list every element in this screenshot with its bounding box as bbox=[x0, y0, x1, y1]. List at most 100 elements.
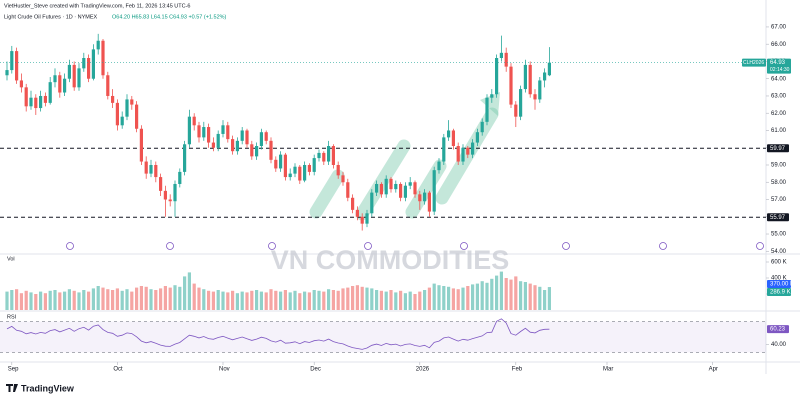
volume-bar bbox=[283, 290, 287, 310]
candle-body bbox=[39, 95, 43, 109]
volume-bar bbox=[355, 285, 359, 310]
y-tick-label: 57.00 bbox=[771, 197, 787, 203]
volume-bar bbox=[96, 286, 100, 310]
event-icon bbox=[756, 242, 764, 250]
volume-bar bbox=[82, 290, 86, 310]
volume-bar bbox=[298, 293, 302, 310]
candle-body bbox=[274, 159, 278, 169]
volume-bar bbox=[413, 294, 417, 310]
volume-bar bbox=[39, 291, 43, 310]
volume-bar bbox=[34, 294, 38, 310]
candle-body bbox=[29, 97, 33, 107]
volume-bar bbox=[67, 289, 71, 310]
volume-bar bbox=[259, 291, 263, 310]
candle-body bbox=[466, 147, 470, 155]
candle-body bbox=[53, 75, 57, 83]
candle-body bbox=[365, 213, 369, 224]
candle-body bbox=[154, 164, 158, 178]
candle-body bbox=[408, 182, 412, 186]
candle-body bbox=[187, 116, 191, 145]
candle-body bbox=[471, 142, 475, 155]
candle-body bbox=[250, 144, 254, 157]
volume-bar bbox=[163, 286, 167, 310]
volume-bar bbox=[183, 276, 187, 310]
volume-bar bbox=[250, 290, 254, 310]
drawing-stroke bbox=[355, 139, 411, 221]
candle-body bbox=[375, 183, 379, 193]
candle-body bbox=[168, 199, 172, 202]
last-price: 64.93 bbox=[770, 60, 786, 66]
volume-bar bbox=[485, 282, 489, 310]
volume-bars bbox=[5, 271, 551, 310]
volume-bar bbox=[403, 293, 407, 310]
candle-body bbox=[173, 183, 177, 202]
y-tick-label: 59.00 bbox=[771, 163, 787, 169]
volume-bar bbox=[130, 291, 134, 310]
candle-body bbox=[82, 58, 86, 69]
volume-bar bbox=[375, 290, 379, 310]
volume-bar bbox=[341, 288, 345, 310]
candle-body bbox=[125, 99, 129, 117]
volume-bar bbox=[528, 283, 532, 310]
candle-body bbox=[504, 52, 508, 67]
candle-body bbox=[341, 175, 345, 183]
candle-body bbox=[423, 192, 427, 202]
volume-bar bbox=[514, 276, 518, 310]
candle-body bbox=[77, 68, 81, 88]
event-icon bbox=[659, 242, 667, 250]
candle-body bbox=[24, 87, 28, 107]
volume-bar bbox=[240, 291, 244, 310]
candle-body bbox=[447, 130, 451, 138]
volume-bar bbox=[149, 289, 153, 310]
y-tick-label: 55.00 bbox=[771, 232, 787, 238]
volume-bar bbox=[144, 286, 148, 310]
candle-body bbox=[307, 164, 311, 172]
candle-body bbox=[269, 140, 273, 160]
volume-bar bbox=[303, 291, 307, 310]
candle-body bbox=[283, 154, 287, 178]
ma-label-box bbox=[767, 280, 791, 288]
volume-bar bbox=[480, 281, 484, 310]
volume-bar bbox=[519, 281, 523, 310]
candle-body bbox=[533, 94, 537, 100]
candle-body bbox=[235, 140, 239, 152]
event-icon bbox=[364, 242, 372, 250]
volume-bar bbox=[216, 290, 220, 310]
volume-bar bbox=[408, 291, 412, 310]
volume-bar bbox=[442, 286, 446, 310]
volume-bar bbox=[139, 286, 143, 310]
volume-bar bbox=[19, 293, 23, 310]
volume-bar bbox=[197, 287, 201, 310]
volume-bar bbox=[418, 291, 422, 310]
candle-body bbox=[528, 64, 532, 95]
candle-body bbox=[245, 130, 249, 145]
candle-body bbox=[231, 139, 235, 152]
ma-label: 370.00 K bbox=[770, 282, 794, 288]
y-tick-label: 63.00 bbox=[771, 94, 787, 100]
volume-bar bbox=[432, 283, 436, 310]
candle-body bbox=[120, 116, 124, 126]
volume-bar bbox=[226, 292, 230, 310]
candle-body bbox=[288, 173, 292, 178]
last-price-box bbox=[767, 58, 791, 74]
volume-bar bbox=[307, 292, 311, 310]
volume-bar bbox=[187, 272, 191, 310]
volume-bar bbox=[125, 289, 129, 310]
candle-body bbox=[255, 146, 259, 157]
candle-body bbox=[279, 154, 283, 169]
candle-body bbox=[101, 40, 105, 76]
volume-bar bbox=[312, 290, 316, 310]
candle-body bbox=[43, 95, 47, 103]
volume-bar bbox=[456, 289, 460, 310]
countdown: 02:14:30 bbox=[770, 67, 790, 73]
volume-bar bbox=[365, 287, 369, 310]
y-tick-label: 40.00 bbox=[771, 342, 787, 348]
candle-body bbox=[538, 80, 542, 100]
volume-title: Vol bbox=[7, 256, 15, 262]
rsi-last-label-box bbox=[767, 325, 789, 334]
volume-bar bbox=[159, 288, 163, 310]
candle-body bbox=[178, 171, 182, 184]
volume-bar bbox=[211, 291, 215, 310]
drawing-arrowhead bbox=[480, 92, 500, 116]
